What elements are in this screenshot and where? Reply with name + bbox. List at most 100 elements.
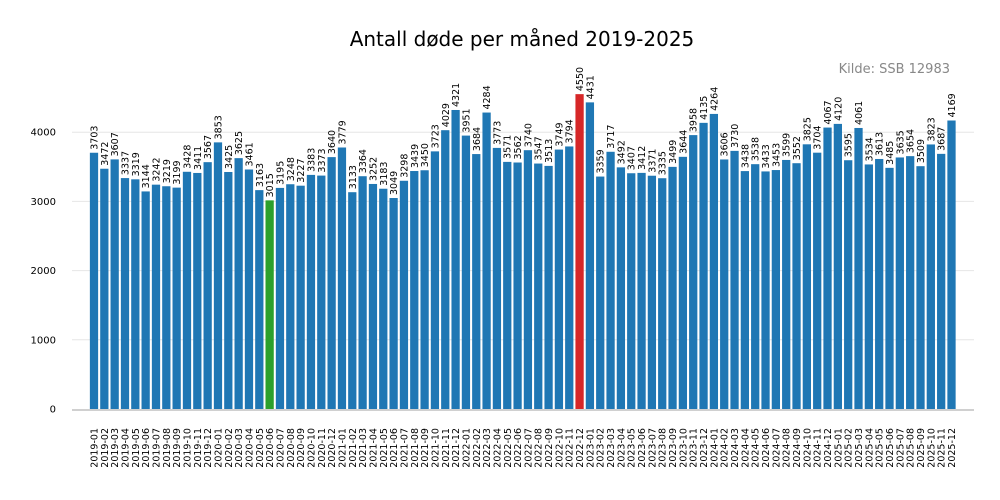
bar [647, 175, 657, 409]
x-tick-label: 2023-07 [647, 428, 658, 468]
bar-value-label: 3951 [461, 108, 472, 132]
x-tick-label: 2021-06 [389, 428, 400, 468]
bar [151, 184, 161, 409]
bar [286, 184, 295, 409]
bar-value-label: 4431 [585, 75, 596, 99]
x-tick-label: 2020-07 [275, 428, 286, 468]
x-tick-label: 2021-09 [420, 428, 431, 468]
bar [327, 157, 336, 409]
x-tick-label: 2022-07 [523, 428, 534, 468]
bar-value-label: 3492 [616, 140, 627, 164]
bar [482, 112, 491, 409]
bar [771, 170, 780, 409]
bar [606, 151, 615, 409]
bar-value-label: 3534 [864, 137, 875, 161]
x-tick-label: 2025-02 [844, 428, 855, 468]
x-tick-label: 2019-06 [141, 428, 152, 468]
bar-value-label: 3723 [430, 124, 441, 148]
bar [689, 135, 698, 410]
bar [120, 178, 130, 409]
bar-value-label: 3144 [141, 164, 152, 188]
x-tick-label: 2023-08 [658, 428, 669, 468]
x-tick-label: 2021-08 [410, 428, 421, 468]
bar-value-label: 3552 [792, 136, 803, 160]
bar [172, 187, 181, 409]
x-tick-label: 2019-07 [151, 428, 162, 468]
x-tick-label: 2020-09 [296, 428, 307, 468]
x-tick-label: 2021-11 [441, 428, 452, 468]
bar [430, 151, 440, 409]
bar-value-label: 3607 [110, 132, 121, 156]
bar-value-label: 3485 [885, 141, 896, 165]
bar-value-label: 3779 [337, 120, 348, 144]
bar-value-label: 3599 [782, 133, 793, 157]
bar-value-label: 3199 [172, 160, 183, 184]
bar-value-label: 4120 [833, 97, 844, 121]
bar-value-label: 3371 [647, 149, 658, 173]
x-tick-label: 2021-04 [368, 428, 379, 468]
bar-value-label: 3773 [492, 121, 503, 145]
bar-value-label: 3644 [678, 130, 689, 154]
bar-value-label: 4135 [699, 96, 710, 120]
bar [895, 157, 904, 409]
x-tick-label: 2023-10 [678, 428, 689, 468]
bar [678, 156, 688, 409]
bar [141, 191, 150, 409]
x-tick-label: 2023-09 [668, 428, 679, 468]
bar [317, 175, 326, 409]
bar [875, 158, 884, 409]
bar [193, 172, 202, 409]
x-tick-label: 2022-11 [565, 428, 576, 468]
x-tick-label: 2024-04 [740, 428, 751, 468]
bar [337, 147, 347, 409]
x-tick-label: 2022-12 [575, 428, 586, 468]
x-tick-label: 2019-08 [162, 428, 173, 468]
bar-value-label: 3319 [131, 152, 142, 176]
bar [513, 162, 522, 409]
bars [89, 94, 956, 410]
bar [585, 102, 595, 409]
bar-value-label: 3373 [317, 148, 328, 172]
bar [203, 162, 212, 409]
x-tick-label: 2025-07 [895, 428, 906, 468]
bar-value-label: 3407 [627, 146, 638, 170]
bar [658, 178, 667, 409]
x-tick-label: 2019-10 [182, 428, 193, 468]
bar-value-label: 3425 [224, 145, 235, 169]
bar [751, 164, 760, 409]
x-tick-label: 2023-12 [699, 428, 710, 468]
bar [461, 135, 471, 409]
bar [833, 123, 842, 410]
x-tick-label: 2019-11 [193, 428, 204, 468]
bar [916, 166, 925, 409]
bar-value-label: 3359 [596, 149, 607, 173]
bar [544, 165, 553, 409]
x-tick-label: 2019-01 [90, 428, 101, 468]
x-tick-label: 2020-11 [317, 428, 328, 468]
bar-value-label: 3015 [265, 173, 276, 197]
bar [234, 158, 243, 409]
x-tick-label: 2019-03 [110, 428, 121, 468]
bar-value-label: 3567 [203, 135, 214, 159]
bar [100, 168, 109, 409]
y-tick-label: 0 [50, 405, 56, 416]
bar-value-label: 3163 [255, 163, 266, 187]
bar [565, 146, 574, 409]
bar-value-label: 3513 [544, 139, 555, 163]
bar [906, 156, 915, 409]
bar [389, 198, 398, 409]
bar [854, 127, 863, 410]
x-tick-label: 2020-02 [224, 428, 235, 468]
x-tick-label: 2023-04 [616, 428, 627, 468]
bar-value-label: 3717 [606, 125, 617, 149]
x-tick-label: 2024-12 [823, 428, 834, 468]
x-tick-label: 2022-09 [544, 428, 555, 468]
bar-value-label: 3219 [162, 159, 173, 183]
bar-value-label: 3704 [813, 125, 824, 149]
bar-value-label: 3625 [234, 131, 245, 155]
x-tick-label: 2025-08 [906, 428, 917, 468]
bar-value-label: 3635 [895, 130, 906, 154]
x-tick-label: 2021-12 [451, 428, 462, 468]
bar [131, 179, 140, 409]
bar-value-label: 3571 [503, 135, 514, 159]
